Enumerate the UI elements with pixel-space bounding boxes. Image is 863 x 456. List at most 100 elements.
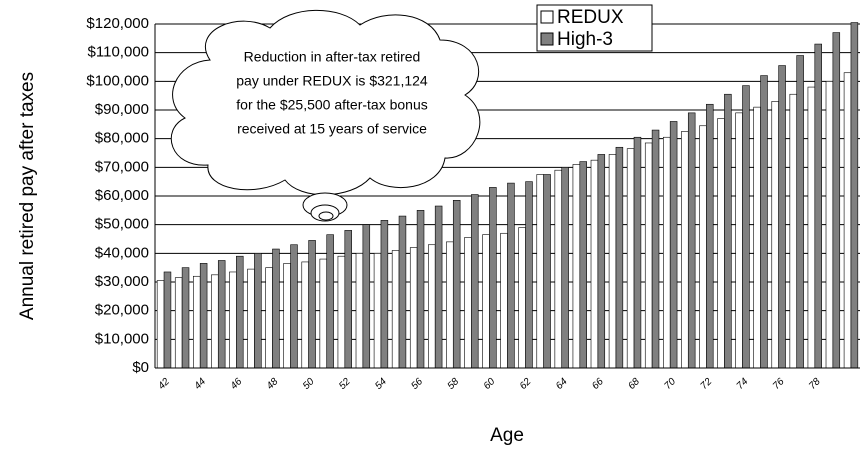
bar <box>464 237 472 369</box>
bar <box>156 280 165 369</box>
x-tick-label: 78 <box>807 376 823 392</box>
bar <box>163 271 172 369</box>
x-tick-label: 62 <box>518 376 534 392</box>
bar <box>236 255 244 369</box>
bar <box>247 268 255 369</box>
y-tick-label: $50,000 <box>95 216 149 233</box>
x-tick-label: 44 <box>192 376 208 392</box>
annotation-line: received at 15 years of service <box>237 121 427 137</box>
x-tick-label: 46 <box>229 376 245 392</box>
bar <box>554 169 563 369</box>
bar <box>706 103 714 369</box>
x-tick-label: 56 <box>409 376 425 392</box>
annotation-line: pay under REDUX is $321,124 <box>236 73 428 89</box>
bar <box>771 101 779 369</box>
x-tick-label: 60 <box>482 376 498 392</box>
x-tick-label: 64 <box>554 376 570 392</box>
bar <box>717 118 725 369</box>
bar <box>572 164 581 369</box>
bar <box>778 65 786 369</box>
bar <box>471 194 479 369</box>
x-tick-label: 42 <box>156 376 172 392</box>
annotation-line: Reduction in after-tax retired <box>244 49 421 65</box>
bar <box>742 85 750 369</box>
bar <box>663 136 671 369</box>
y-tick-label: $120,000 <box>86 15 149 32</box>
bar <box>651 129 660 369</box>
y-tick-label: $100,000 <box>86 72 149 89</box>
bar <box>283 263 291 369</box>
y-tick-label: $110,000 <box>88 44 149 61</box>
bar <box>789 93 798 369</box>
x-tick-label: 50 <box>301 376 317 392</box>
bar <box>416 210 425 369</box>
bar <box>362 224 371 369</box>
bar <box>807 86 816 369</box>
bar <box>446 241 454 369</box>
bar <box>211 274 219 369</box>
bar <box>428 244 436 369</box>
bar <box>229 271 237 369</box>
legend-swatch <box>540 32 554 46</box>
bar <box>380 220 389 369</box>
x-tick-label: 66 <box>590 376 606 392</box>
bar <box>489 187 497 369</box>
bar <box>669 121 678 369</box>
x-tick-label: 76 <box>771 376 787 392</box>
x-tick-label: 72 <box>699 376 715 392</box>
bar <box>272 248 280 369</box>
bar <box>832 32 841 369</box>
legend-label: REDUX <box>557 7 624 28</box>
bar <box>796 55 804 369</box>
bar <box>699 125 707 369</box>
bar <box>326 234 334 369</box>
y-axis-title: Annual retired pay after taxes <box>17 72 38 320</box>
y-tick-label: $90,000 <box>95 101 149 118</box>
bar <box>507 182 515 369</box>
bar <box>608 154 617 369</box>
bar <box>452 200 461 369</box>
annotation-cloud <box>170 9 481 222</box>
bar <box>290 244 298 369</box>
bar <box>760 75 768 369</box>
bar <box>482 234 490 369</box>
bar <box>319 258 328 369</box>
bar <box>843 72 852 369</box>
x-tick-label: 58 <box>446 376 462 392</box>
x-tick-label: 54 <box>373 376 389 392</box>
bar <box>193 275 201 369</box>
bar <box>543 174 551 369</box>
bar <box>308 240 316 369</box>
bar <box>373 253 382 369</box>
bar <box>518 227 526 369</box>
bar <box>199 263 208 369</box>
bar <box>301 261 309 369</box>
bar <box>174 277 183 369</box>
bar <box>735 112 743 369</box>
bar <box>344 230 352 369</box>
bar <box>391 250 400 369</box>
x-tick-label: 52 <box>337 376 353 392</box>
bar <box>500 232 508 369</box>
bar <box>825 81 834 369</box>
annotation: Reduction in after-tax retired pay under … <box>236 49 428 137</box>
x-tick-label: 68 <box>626 376 642 392</box>
x-tick-label: 48 <box>265 376 281 392</box>
bar <box>434 205 443 369</box>
bar <box>590 159 599 369</box>
bar <box>687 112 696 369</box>
y-tick-label: $20,000 <box>95 302 149 319</box>
y-tick-label: $60,000 <box>95 187 149 204</box>
bar <box>597 154 606 369</box>
y-tick-label: $30,000 <box>95 273 149 290</box>
bar <box>398 215 407 369</box>
y-tick-label: $10,000 <box>95 330 149 347</box>
annotation-line: for the $25,500 after-tax bonus <box>236 97 427 113</box>
bar <box>254 253 262 369</box>
bar <box>561 167 569 369</box>
x-tick-label: 74 <box>735 376 751 392</box>
y-tick-label: $70,000 <box>95 158 149 175</box>
bar <box>681 131 689 369</box>
